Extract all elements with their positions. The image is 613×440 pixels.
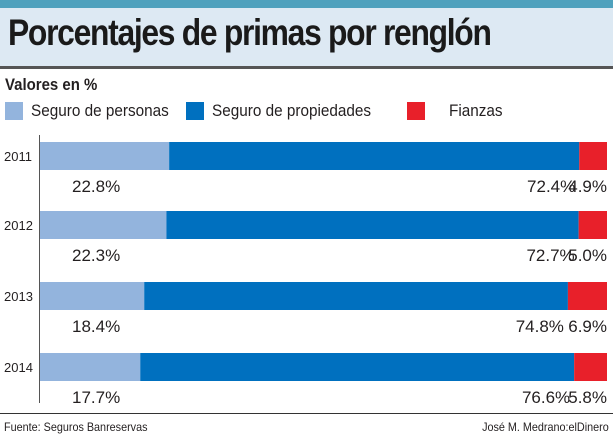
category-label: 2013 [4, 289, 33, 304]
legend-item-propiedades: Seguro de propiedades [186, 101, 389, 121]
data-label: 5.0% [568, 246, 607, 265]
data-label: 4.9% [568, 177, 607, 196]
data-label: 5.8% [568, 388, 607, 407]
chart-title: Porcentajes de primas por renglón [8, 12, 492, 53]
category-label: 2014 [4, 360, 33, 375]
category-label: 2012 [4, 218, 33, 233]
bar-segment-2012-2 [578, 211, 607, 239]
category-label: 2011 [4, 149, 32, 164]
data-label: 72.7% [526, 246, 574, 265]
legend-item-personas: Seguro de personas [5, 101, 184, 121]
chart-subtitle: Valores en % [5, 75, 98, 94]
header-band [0, 8, 613, 66]
bar-segment-2014-2 [574, 353, 607, 381]
source-note: Fuente: Seguros Banreservas [4, 420, 148, 434]
legend-swatch [5, 102, 23, 120]
data-label: 72.4% [527, 177, 575, 196]
data-label: 18.4% [72, 317, 120, 336]
credit-note: José M. Medrano:elDinero [482, 420, 609, 434]
legend-label: Fianzas [449, 101, 503, 120]
legend-swatch [186, 102, 204, 120]
footer-divider [0, 413, 613, 414]
legend-item-fianzas: Fianzas [407, 101, 509, 121]
legend: Seguro de personas Seguro de propiedades… [0, 101, 613, 123]
data-label: 76.6% [522, 388, 570, 407]
bar-segment-2014-1 [140, 353, 575, 381]
legend-label: Seguro de propiedades [212, 101, 372, 120]
data-label: 22.3% [72, 246, 120, 265]
bar-segment-2013-1 [144, 282, 568, 310]
bar-segment-2012-0 [40, 211, 167, 239]
y-axis-line [39, 135, 40, 403]
bar-segment-2013-0 [40, 282, 145, 310]
legend-swatch [407, 102, 425, 120]
legend-label: Seguro de personas [31, 101, 169, 120]
top-accent-bar [0, 0, 613, 8]
bar-segment-2013-2 [567, 282, 607, 310]
data-label: 22.8% [72, 177, 120, 196]
bar-segment-2014-0 [40, 353, 141, 381]
header-divider [0, 66, 613, 69]
bar-segment-2011-0 [40, 142, 170, 170]
bar-segment-2011-2 [579, 142, 607, 170]
data-label: 17.7% [72, 388, 120, 407]
bar-segment-2011-1 [169, 142, 580, 170]
data-label: 6.9% [568, 317, 607, 336]
bar-segment-2012-1 [166, 211, 579, 239]
data-label: 74.8% [516, 317, 564, 336]
